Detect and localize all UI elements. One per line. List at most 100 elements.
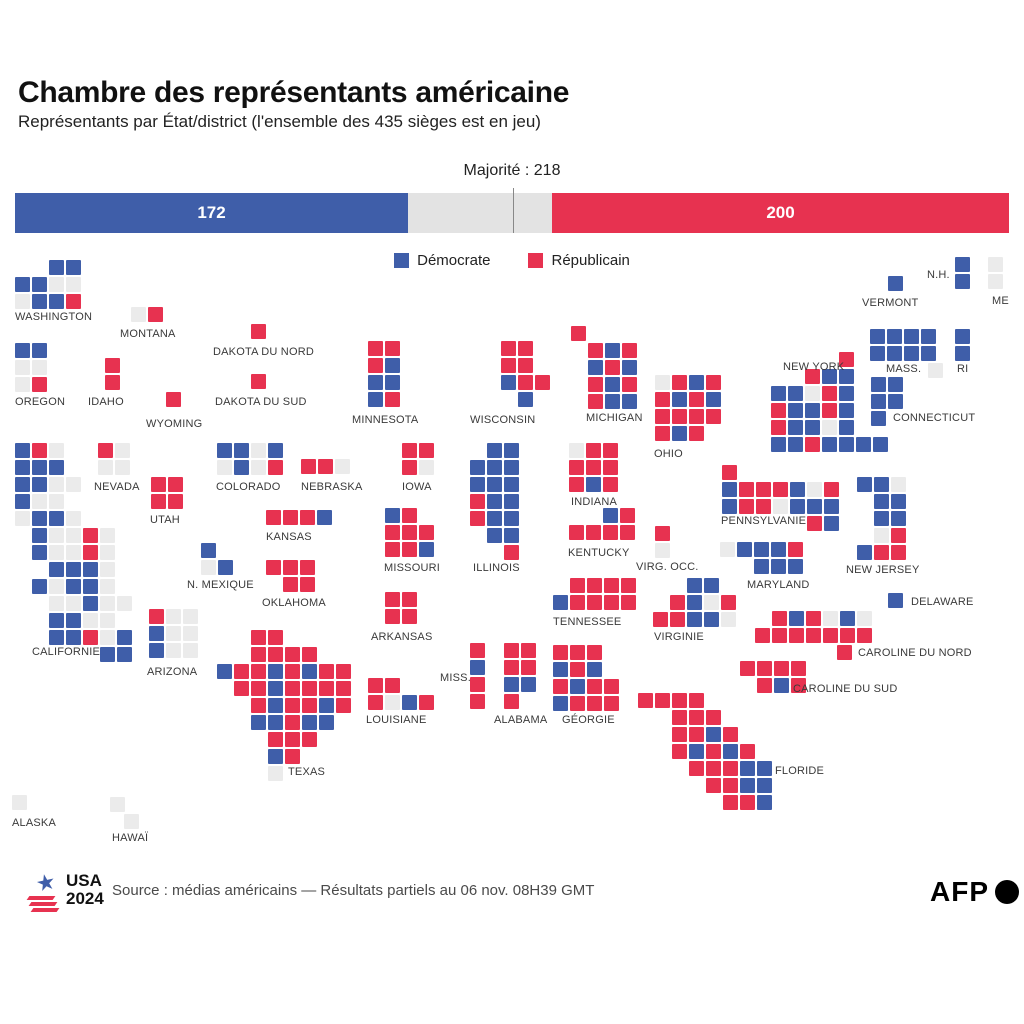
- state-label-mississippi: MISS.: [440, 672, 471, 684]
- state-label-oklahoma: OKLAHOMA: [262, 597, 326, 609]
- state-label-utah: UTAH: [150, 514, 180, 526]
- district-cell-rep: [822, 403, 837, 418]
- district-cell-rep: [588, 394, 603, 409]
- district-cell-rep: [32, 443, 47, 458]
- district-cell-dem: [66, 579, 81, 594]
- district-cell-undecided: [569, 443, 584, 458]
- district-cell-rep: [655, 693, 670, 708]
- district-cell-dem: [857, 477, 872, 492]
- district-cell-rep: [83, 630, 98, 645]
- district-cell-rep: [587, 595, 602, 610]
- district-cell-dem: [706, 392, 721, 407]
- district-cell-rep: [148, 307, 163, 322]
- district-cell-rep: [419, 443, 434, 458]
- district-cell-rep: [740, 744, 755, 759]
- district-cell-dem: [504, 528, 519, 543]
- state-label-wyoming: WYOMING: [146, 418, 203, 430]
- district-cell-dem: [149, 643, 164, 658]
- source-note: Source : médias américains — Résultats p…: [112, 882, 595, 899]
- district-cell-dem: [368, 392, 383, 407]
- district-cell-dem: [723, 744, 738, 759]
- district-cell-undecided: [12, 795, 27, 810]
- state-label-alabama: ALABAMA: [494, 714, 548, 726]
- district-cell-rep: [587, 578, 602, 593]
- district-cell-rep: [588, 343, 603, 358]
- district-cell-rep: [470, 694, 485, 709]
- district-cell-dem: [871, 411, 886, 426]
- district-cell-dem: [807, 499, 822, 514]
- district-cell-rep: [319, 681, 334, 696]
- district-cell-dem: [888, 593, 903, 608]
- state-label-new-york: NEW YORK: [783, 361, 845, 373]
- district-cell-dem: [857, 545, 872, 560]
- district-cell-dem: [487, 477, 502, 492]
- district-cell-dem: [871, 377, 886, 392]
- district-cell-rep: [672, 409, 687, 424]
- district-cell-rep: [706, 778, 721, 793]
- district-cell-rep: [604, 578, 619, 593]
- district-cell-rep: [638, 693, 653, 708]
- state-label-delaware: DELAWARE: [911, 596, 974, 608]
- state-label-kentucky: KENTUCKY: [568, 547, 630, 559]
- district-cell-rep: [268, 732, 283, 747]
- page-title: Chambre des représentants américaine: [18, 76, 570, 109]
- district-cell-rep: [168, 494, 183, 509]
- district-cell-dem: [32, 511, 47, 526]
- district-cell-rep: [586, 460, 601, 475]
- district-cell-dem: [774, 678, 789, 693]
- district-cell-dem: [32, 528, 47, 543]
- district-cell-dem: [268, 749, 283, 764]
- district-cell-dem: [588, 360, 603, 375]
- district-cell-dem: [839, 369, 854, 384]
- state-label-dakota-du-nord: DAKOTA DU NORD: [213, 346, 314, 358]
- district-cell-rep: [318, 459, 333, 474]
- district-cell-dem: [66, 562, 81, 577]
- district-cell-dem: [553, 595, 568, 610]
- district-cell-dem: [605, 377, 620, 392]
- district-cell-dem: [487, 460, 502, 475]
- district-cell-dem: [839, 386, 854, 401]
- state-label-louisiane: LOUISIANE: [366, 714, 427, 726]
- district-cell-undecided: [251, 460, 266, 475]
- district-cell-undecided: [49, 494, 64, 509]
- district-cell-dem: [603, 508, 618, 523]
- district-cell-dem: [874, 494, 889, 509]
- district-cell-rep: [791, 661, 806, 676]
- district-cell-dem: [66, 260, 81, 275]
- district-cell-dem: [268, 698, 283, 713]
- state-label-virg-occ: VIRG. OCC.: [636, 561, 699, 573]
- district-cell-dem: [268, 715, 283, 730]
- state-label-washington: WASHINGTON: [15, 311, 93, 323]
- district-cell-dem: [754, 542, 769, 557]
- stripe-icon: [26, 896, 56, 900]
- district-cell-dem: [234, 443, 249, 458]
- district-cell-rep: [283, 577, 298, 592]
- district-cell-dem: [870, 346, 885, 361]
- district-cell-rep: [603, 525, 618, 540]
- district-cell-dem: [689, 744, 704, 759]
- district-cell-undecided: [49, 528, 64, 543]
- district-cell-rep: [166, 392, 181, 407]
- usa-2024-logo: ★ USA 2024: [26, 868, 108, 920]
- district-cell-rep: [402, 460, 417, 475]
- district-cell-undecided: [217, 460, 232, 475]
- district-cell-dem: [757, 778, 772, 793]
- district-cell-rep: [723, 761, 738, 776]
- district-cell-rep: [689, 727, 704, 742]
- district-cell-undecided: [166, 609, 181, 624]
- district-cell-dem: [15, 460, 30, 475]
- district-cell-rep: [105, 358, 120, 373]
- rep-seat-bar: 200: [552, 193, 1009, 233]
- district-cell-dem: [790, 482, 805, 497]
- district-cell-rep: [806, 628, 821, 643]
- district-cell-rep: [302, 681, 317, 696]
- district-cell-rep: [83, 545, 98, 560]
- district-cell-dem: [874, 477, 889, 492]
- state-label-oregon: OREGON: [15, 396, 66, 408]
- district-cell-dem: [722, 482, 737, 497]
- district-cell-rep: [789, 628, 804, 643]
- district-cell-undecided: [49, 545, 64, 560]
- state-label-wisconsin: WISCONSIN: [470, 414, 536, 426]
- district-cell-rep: [773, 482, 788, 497]
- district-cell-undecided: [720, 542, 735, 557]
